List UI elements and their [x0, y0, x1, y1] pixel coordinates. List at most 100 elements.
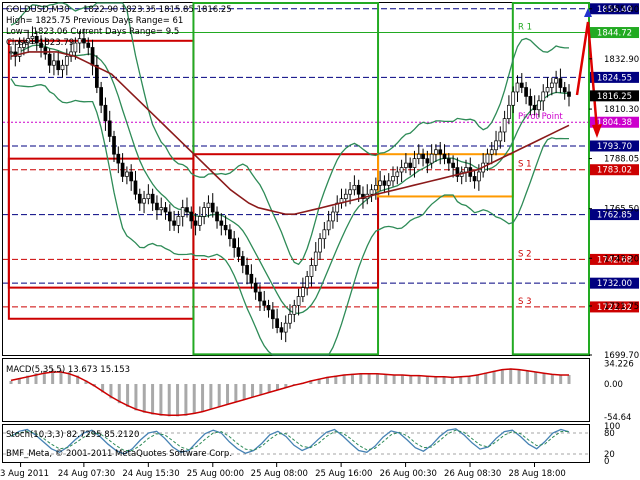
- level-price-box: [590, 116, 639, 128]
- candle-body: [52, 60, 56, 66]
- candle-body: [253, 282, 258, 293]
- candle-body: [451, 162, 455, 168]
- candle-body: [416, 153, 421, 160]
- candle-body: [150, 193, 155, 204]
- candle-body: [39, 42, 43, 48]
- candle-body: [326, 220, 331, 231]
- candle-body: [155, 202, 159, 211]
- candle-body: [331, 211, 335, 222]
- macd-tick-label: 34.226: [604, 359, 634, 369]
- candle-body: [86, 42, 91, 48]
- macd-signal-line: [10, 368, 569, 416]
- candle-body: [352, 184, 357, 191]
- level-price-box: [590, 164, 639, 176]
- candle-body: [524, 87, 528, 97]
- level-price-box: [590, 253, 639, 265]
- candle-body: [56, 60, 61, 71]
- candle-body: [129, 171, 134, 182]
- x-tick-label: 24 Aug 15:30: [122, 469, 179, 479]
- candle-body: [399, 167, 404, 173]
- level-label: S 2: [518, 249, 532, 259]
- candle-body: [438, 149, 443, 155]
- candle-body: [322, 229, 327, 240]
- candle-body: [133, 180, 138, 195]
- candle-body: [249, 273, 254, 284]
- bb-lower: [10, 78, 569, 356]
- range-box: [7, 157, 195, 289]
- level-price-label: 1742.68: [597, 255, 632, 265]
- candle-body: [494, 140, 498, 151]
- y-tick-label: 1832.90: [604, 55, 639, 65]
- arrow-head-up: [584, 8, 592, 17]
- main-pane-frame: [2, 2, 590, 356]
- current-price-label: 1816.25: [597, 92, 632, 102]
- level-price-label: 1721.32: [597, 303, 632, 313]
- candle-body: [223, 225, 228, 231]
- candle-body: [232, 238, 237, 248]
- candle-body: [391, 176, 395, 182]
- candle-body: [502, 118, 507, 133]
- candle-body: [26, 38, 31, 44]
- candle-body: [404, 162, 408, 168]
- candle-body: [99, 87, 103, 106]
- candles: [9, 26, 571, 343]
- candle-body: [176, 216, 181, 226]
- y-tick-label: 1743.20: [604, 254, 639, 264]
- candle-body: [434, 149, 438, 155]
- candle-body: [107, 120, 112, 137]
- symbol-label: GOLDUSD,M30: [6, 5, 70, 15]
- candle-body: [507, 104, 511, 119]
- candle-body: [262, 300, 267, 306]
- level-label: R 1: [518, 23, 532, 33]
- candle-body: [112, 136, 116, 155]
- candle-body: [210, 202, 215, 213]
- y-tick-label: 1788.05: [604, 155, 639, 165]
- candle-body: [116, 153, 121, 164]
- x-tick-label: 28 Aug 18:00: [509, 469, 566, 479]
- candle-body: [193, 220, 198, 226]
- time-axis: 23 Aug 2011 24 Aug 07:30 24 Aug 15:30 25 Au…: [0, 463, 566, 479]
- candle-body: [82, 38, 86, 44]
- candle-body: [43, 47, 48, 55]
- candle-body: [305, 276, 310, 288]
- x-tick-label: 26 Aug 08:30: [444, 469, 501, 479]
- candle-body: [245, 265, 249, 275]
- candle-body: [489, 149, 494, 155]
- candle-body: [270, 309, 275, 320]
- candle-body: [236, 247, 241, 257]
- level-price-box: [590, 3, 639, 15]
- watermark: BMF_Meta, © 2001-2011 MetaQuotes Softwar…: [6, 449, 232, 459]
- candle-body: [167, 211, 172, 222]
- candle-body: [313, 251, 318, 266]
- candle-body: [395, 171, 400, 177]
- level-price-label: 1844.72: [597, 29, 632, 39]
- candle-body: [172, 220, 176, 226]
- candle-body: [73, 42, 78, 53]
- level-price-box: [590, 277, 639, 289]
- candle-body: [159, 207, 164, 211]
- level-label: S 1: [518, 160, 532, 170]
- level-price-label: 1824.55: [597, 73, 632, 83]
- candle-body: [180, 207, 185, 217]
- x-tick-label: 25 Aug 00:00: [187, 469, 244, 479]
- candle-body: [202, 207, 207, 217]
- candle-body: [343, 193, 348, 200]
- y-tick-label: 1855.40: [604, 5, 639, 15]
- info-line-1: High= 1825.75 Previous Days Range= 61: [6, 16, 183, 26]
- level-price-box: [590, 27, 639, 39]
- candle-body: [318, 238, 322, 253]
- candle-body: [77, 38, 82, 44]
- stoch-tick-label: 80: [604, 429, 615, 439]
- candle-body: [498, 131, 503, 142]
- candle-body: [137, 193, 142, 204]
- candle-body: [519, 82, 524, 88]
- candle-body: [464, 167, 468, 173]
- info-line-2: Low= 1823.06 Current Days Range= 9.5: [6, 27, 179, 37]
- macd-pane-frame: [2, 358, 590, 422]
- stoch-tick-label: 0: [604, 457, 609, 467]
- candle-body: [369, 189, 374, 195]
- candle-body: [60, 64, 65, 71]
- level-price-label: 1793.70: [597, 142, 632, 152]
